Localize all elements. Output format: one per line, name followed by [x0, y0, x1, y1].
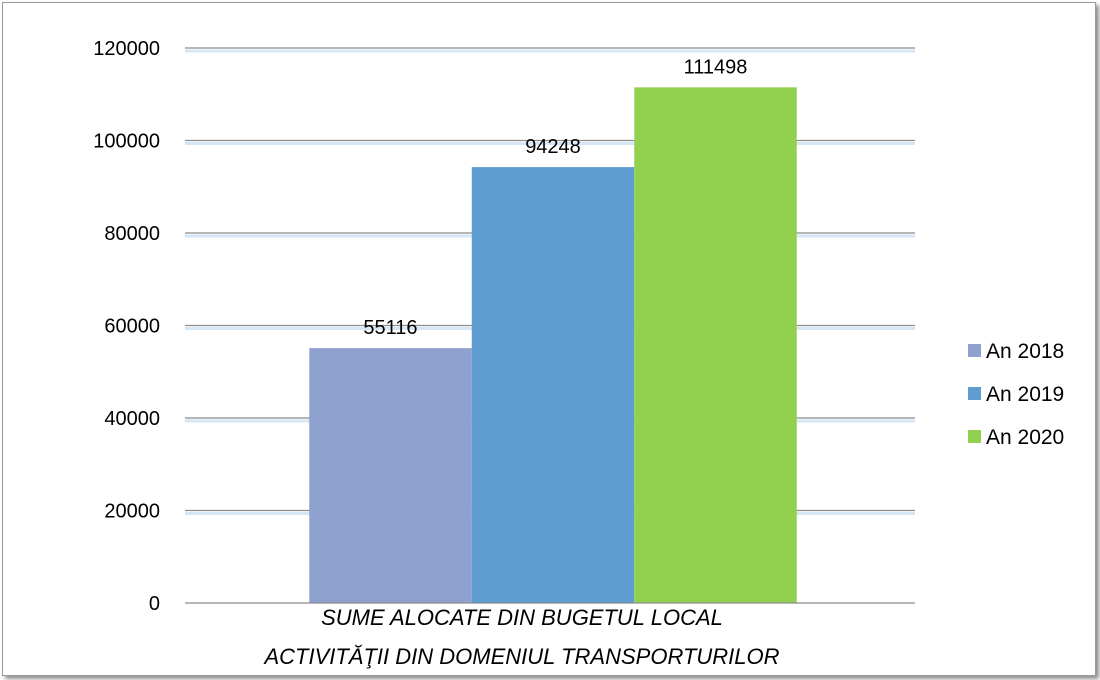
- legend-label: An 2019: [986, 383, 1064, 406]
- data-label: 94248: [525, 136, 581, 158]
- y-tick-label: 20000: [104, 501, 160, 523]
- category-label-line-1: SUME ALOCATE DIN BUGETUL LOCAL: [321, 605, 723, 630]
- bar-an-2019: [471, 167, 635, 603]
- legend-label: An 2018: [986, 340, 1064, 363]
- data-labels: 55116 94248 111498: [363, 56, 747, 339]
- y-tick-label: 60000: [104, 316, 160, 338]
- y-tick-label: 40000: [104, 408, 160, 430]
- bar-an-2018: [309, 348, 472, 603]
- legend-swatch: [968, 430, 981, 443]
- bars: [309, 87, 797, 603]
- legend-swatch: [968, 387, 981, 400]
- data-label: 111498: [684, 56, 748, 78]
- data-label: 55116: [363, 317, 417, 339]
- y-tick-label: 0: [149, 593, 160, 615]
- y-axis-ticks: 0 20000 40000 60000 80000 100000 120000: [93, 38, 160, 615]
- y-tick-label: 100000: [93, 131, 160, 153]
- legend: An 2018 An 2019 An 2020: [968, 340, 1064, 449]
- legend-swatch: [968, 344, 981, 357]
- legend-label: An 2020: [986, 426, 1064, 449]
- y-tick-label: 120000: [93, 38, 160, 60]
- bar-an-2020: [634, 87, 797, 603]
- category-label-line-2: ACTIVITĂŢII DIN DOMENIUL TRANSPORTURILOR: [262, 644, 779, 669]
- y-tick-label: 80000: [104, 223, 160, 245]
